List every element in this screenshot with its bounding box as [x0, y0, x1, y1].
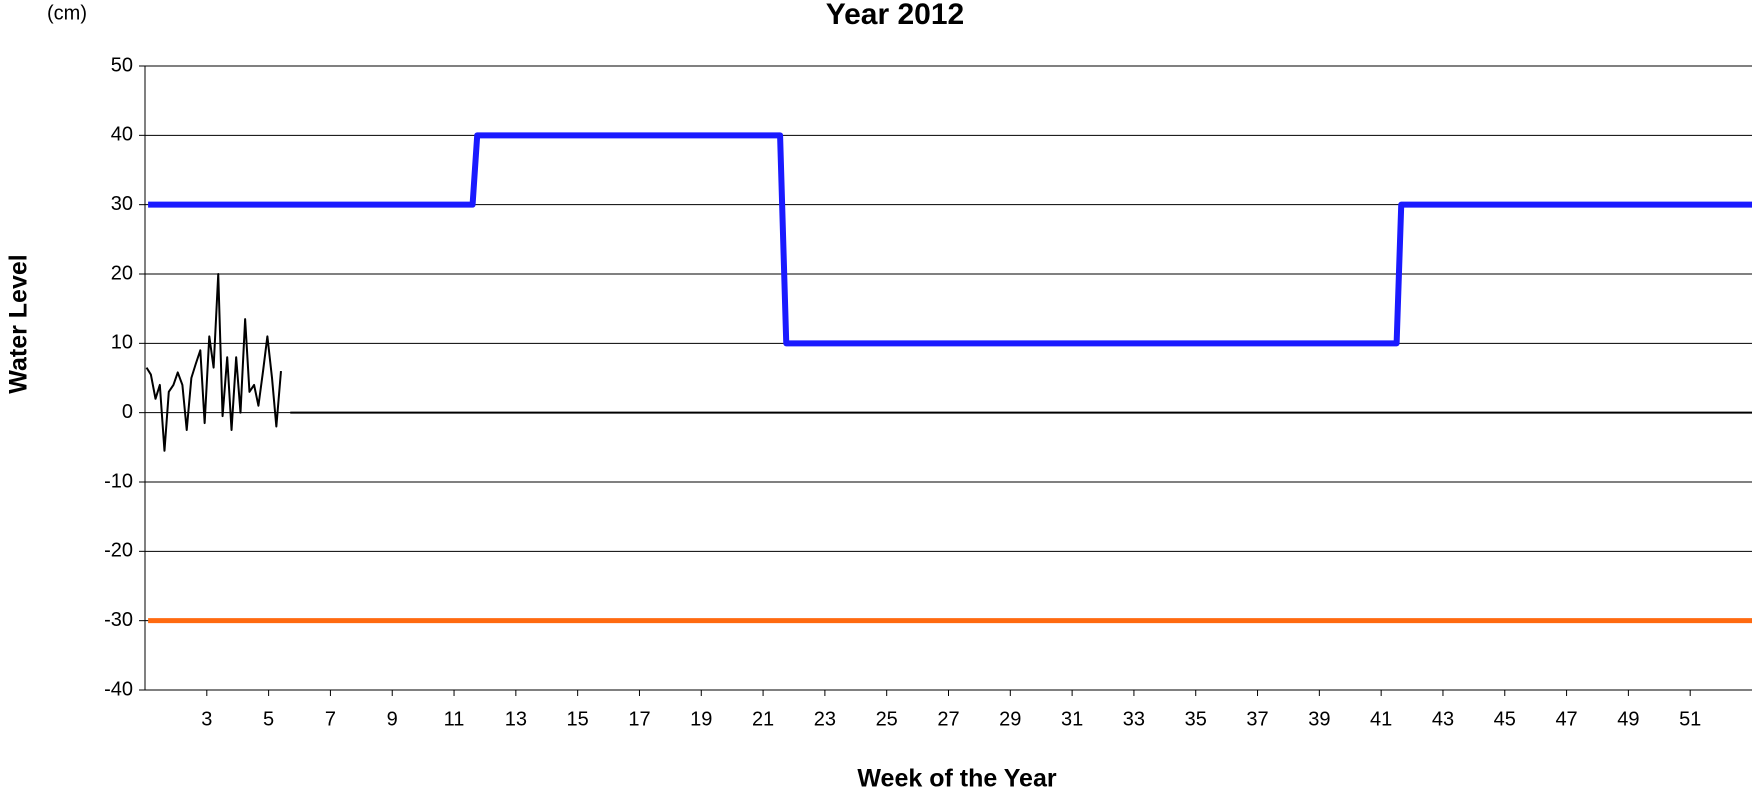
x-tick-label: 31 [1061, 708, 1083, 730]
x-tick-label: 17 [628, 708, 650, 730]
x-tick-label: 13 [505, 708, 527, 730]
y-tick-label: 10 [111, 332, 133, 354]
x-tick-label: 51 [1679, 708, 1701, 730]
x-tick-label: 41 [1370, 708, 1392, 730]
y-tick-label: 20 [111, 262, 133, 284]
series-line [148, 132, 1752, 347]
y-tick-label: -10 [104, 470, 133, 492]
x-tick-label: 39 [1308, 708, 1330, 730]
x-tick-label: 23 [814, 708, 836, 730]
y-tick-label: 40 [111, 124, 133, 146]
x-tick-label: 15 [567, 708, 589, 730]
x-axis-title: Week of the Year [857, 765, 1056, 793]
unit-label: (cm) [47, 2, 87, 24]
x-tick-label: 43 [1432, 708, 1454, 730]
y-tick-label: 50 [111, 54, 133, 76]
x-tick-label: 21 [752, 708, 774, 730]
x-tick-label: 19 [690, 708, 712, 730]
x-tick-label: 11 [444, 708, 465, 730]
x-tick-label: 7 [325, 708, 336, 730]
x-tick-label: 29 [999, 708, 1021, 730]
x-tick-label: 35 [1185, 708, 1207, 730]
x-tick-label: 47 [1555, 708, 1577, 730]
x-tick-label: 45 [1494, 708, 1516, 730]
x-tick-label: 9 [387, 708, 398, 730]
chart-title: Year 2012 [826, 0, 964, 31]
y-axis-title: Water Level [5, 254, 33, 393]
y-tick-label: 30 [111, 193, 133, 215]
series-line [145, 273, 1752, 452]
x-tick-label: 33 [1123, 708, 1145, 730]
x-tick-label: 49 [1617, 708, 1639, 730]
y-tick-label: -20 [104, 540, 133, 562]
y-tick-label: -40 [104, 678, 133, 700]
x-tick-label: 5 [263, 708, 274, 730]
y-tick-label: -30 [104, 609, 133, 631]
y-tick-label: 0 [122, 401, 133, 423]
x-tick-label: 25 [876, 708, 898, 730]
x-tick-label: 27 [937, 708, 959, 730]
x-tick-label: 37 [1246, 708, 1268, 730]
x-tick-label: 3 [201, 708, 212, 730]
